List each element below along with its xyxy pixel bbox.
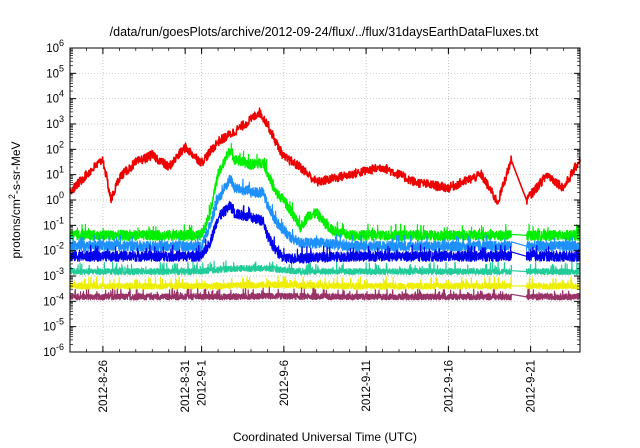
series-line [69, 174, 581, 252]
y-tick-label: 106 [46, 38, 64, 55]
grid-lines [70, 48, 580, 352]
series-line [69, 275, 581, 290]
y-tick-label: 10-3 [43, 266, 64, 283]
y-tick-label: 105 [46, 63, 64, 80]
y-tick-label: 10-2 [43, 241, 64, 258]
y-tick-label: 101 [46, 165, 64, 182]
series-line [69, 142, 581, 242]
x-tick-label: 2012-9-1 [197, 360, 209, 406]
y-tick-label: 100 [46, 190, 64, 207]
x-axis-label: Coordinated Universal Time (UTC) [233, 430, 417, 444]
y-tick-label: 10-4 [43, 291, 64, 308]
y-tick-label: 102 [46, 139, 64, 156]
y-tick-label: 10-6 [43, 342, 64, 359]
chart-title: /data/run/goesPlots/archive/2012-09-24/f… [110, 25, 539, 39]
series-layer [69, 107, 581, 301]
series-line [69, 286, 581, 301]
x-tick-label: 2012-9-11 [361, 360, 373, 412]
x-tick-label: 2012-8-31 [180, 360, 192, 412]
series-line [69, 260, 581, 276]
series-line [69, 201, 581, 264]
x-tick-label: 2012-8-26 [98, 360, 110, 412]
y-tick-label: 10-5 [43, 317, 64, 334]
y-tick-label: 10-1 [43, 215, 64, 232]
x-tick-label: 2012-9-16 [443, 360, 455, 412]
x-tick-label: 2012-9-6 [279, 360, 291, 406]
y-tick-label: 103 [46, 114, 64, 131]
axis-ticks: 10-6 10-5 10-4 10-3 10-2 10-1 100 101 102 103 104 1… [43, 38, 581, 412]
y-tick-label: 104 [46, 89, 64, 106]
x-tick-label: 2012-9-21 [526, 360, 538, 412]
series-line [69, 107, 581, 205]
y-axis-label: protons/cm2-s-sr-MeV [7, 141, 23, 258]
